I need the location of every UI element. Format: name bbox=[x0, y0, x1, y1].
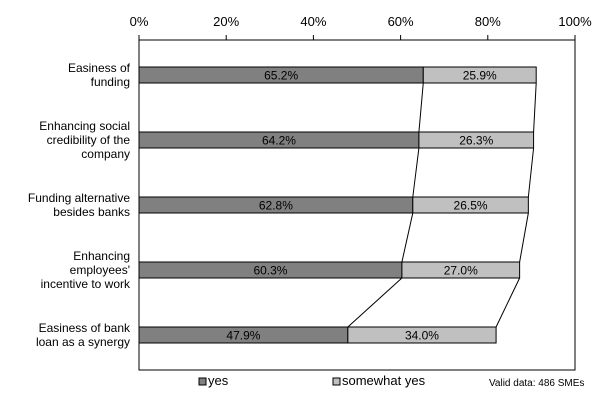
connector-line-yes bbox=[401, 212, 414, 263]
bar-label-yes: 62.8% bbox=[259, 199, 293, 213]
category-label: Easiness of bank bbox=[39, 321, 131, 335]
connector-line-somewhat-yes bbox=[519, 212, 529, 263]
legend-label-yes: yes bbox=[208, 373, 229, 388]
bar-label-somewhat-yes: 27.0% bbox=[444, 264, 478, 278]
x-tick-label: 40% bbox=[300, 14, 326, 29]
x-tick-label: 0% bbox=[130, 14, 149, 29]
x-tick-label: 100% bbox=[558, 14, 592, 29]
x-tick-label: 80% bbox=[475, 14, 501, 29]
bar-somewhat-yes bbox=[412, 196, 529, 214]
legend-label-somewhat-yes: somewhat yes bbox=[342, 373, 426, 388]
bar-somewhat-yes bbox=[347, 326, 497, 344]
bar-label-somewhat-yes: 26.3% bbox=[459, 134, 493, 148]
category-label: company bbox=[81, 147, 130, 161]
connector-line-somewhat-yes bbox=[495, 277, 521, 328]
bar-label-somewhat-yes: 34.0% bbox=[405, 329, 439, 343]
bar-label-yes: 64.2% bbox=[262, 134, 296, 148]
x-tick-label: 20% bbox=[213, 14, 239, 29]
x-tick-label: 60% bbox=[388, 14, 414, 29]
bar-label-yes: 47.9% bbox=[226, 329, 260, 343]
bar-label-yes: 65.2% bbox=[264, 69, 298, 83]
category-label: Easiness of bbox=[68, 61, 131, 75]
category-label: funding bbox=[91, 75, 130, 89]
category-label: incentive to work bbox=[41, 277, 131, 291]
connector-line-somewhat-yes bbox=[533, 82, 537, 133]
category-label: employees' bbox=[70, 263, 130, 277]
connector-line-yes bbox=[412, 147, 420, 198]
category-label: besides banks bbox=[53, 205, 130, 219]
bar-somewhat-yes bbox=[401, 261, 521, 279]
bar-label-somewhat-yes: 26.5% bbox=[454, 199, 488, 213]
connector-line-somewhat-yes bbox=[527, 147, 535, 198]
category-label: Enhancing bbox=[73, 249, 130, 263]
category-label: Enhancing social bbox=[39, 119, 130, 133]
bar-somewhat-yes bbox=[422, 66, 537, 84]
legend-swatch-somewhat-yes bbox=[332, 377, 341, 386]
bar-somewhat-yes bbox=[418, 131, 535, 149]
category-label: credibility of the bbox=[47, 133, 131, 147]
valid-data-note: Valid data: 486 SMEs bbox=[489, 378, 584, 389]
bar-label-yes: 60.3% bbox=[253, 264, 287, 278]
connector-line-yes bbox=[347, 277, 403, 328]
category-label: loan as a synergy bbox=[36, 335, 130, 349]
category-label: Funding alternative bbox=[28, 191, 130, 205]
connector-line-yes bbox=[418, 82, 424, 133]
bar-label-somewhat-yes: 25.9% bbox=[463, 69, 497, 83]
legend-swatch-yes bbox=[198, 377, 207, 386]
